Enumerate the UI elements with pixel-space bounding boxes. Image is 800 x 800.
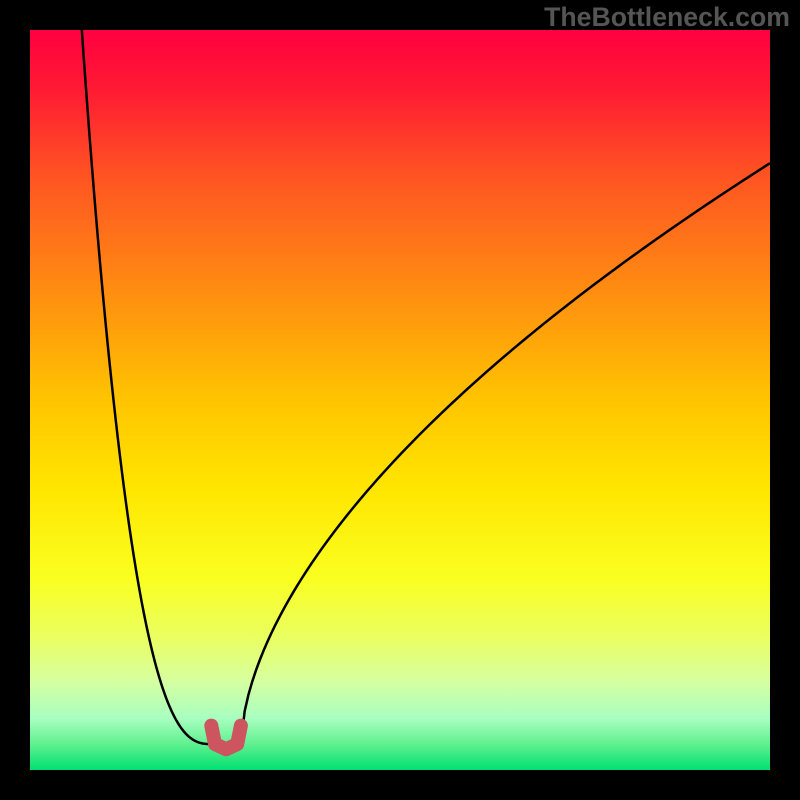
bottleneck-chart	[0, 0, 800, 800]
plot-gradient-background	[30, 30, 770, 770]
chart-frame: TheBottleneck.com	[0, 0, 800, 800]
watermark-text: TheBottleneck.com	[544, 2, 790, 33]
